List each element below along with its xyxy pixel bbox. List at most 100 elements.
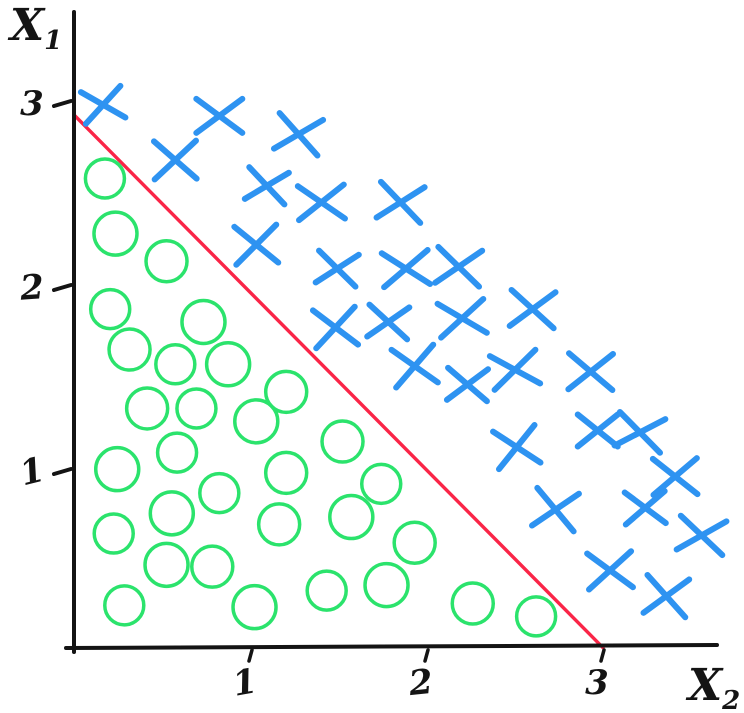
circle-marker [175,387,218,430]
cross-stroke [574,411,621,450]
circle-marker [263,369,309,415]
cross-marker [490,422,544,473]
cross-marker [77,82,129,127]
circle-marker [320,419,365,464]
y-tick-label: 3 [20,84,44,124]
cross-stroke [565,351,616,393]
x-axis-title: X2 [685,660,740,713]
cross-stroke [233,221,280,268]
cross-marker [486,346,544,393]
circle-marker [124,386,170,431]
cross-stroke [673,518,730,553]
cross-stroke [650,455,700,498]
circle-marker [103,584,146,627]
x-tick-label: 1 [230,661,260,705]
circle-marker [83,157,127,200]
circle-marker [256,502,302,547]
x-axis-title-sub: 2 [721,686,740,713]
cross-marker [388,341,441,391]
circle-marker [107,327,152,372]
circle-marker [233,398,280,445]
x-tick-mark [247,648,254,663]
circle-marker [144,238,189,284]
cross-stroke [438,295,487,341]
cross-stroke [193,95,246,136]
decision-boundary-line [73,114,605,650]
circle-marker [88,287,132,331]
circle-marker [204,341,252,388]
cross-marker [443,364,492,405]
cross-marker [565,350,616,394]
y-tick-mark [52,99,73,108]
circle-marker [180,298,227,346]
y-axis-title-sub: 1 [44,26,62,56]
cross-marker [364,301,413,343]
x-axis-line [64,643,719,650]
cross-stroke [381,247,431,291]
y-tick-label: 2 [18,267,45,309]
cross-stroke [495,422,538,473]
circle-marker [359,462,403,506]
cross-marker [309,303,362,352]
cross-stroke [82,82,124,127]
circle-marker [363,561,410,609]
cross-stroke [364,304,413,340]
x-tick-label: 2 [406,662,435,704]
circle-marker [514,595,558,638]
cross-stroke [241,169,292,202]
cross-marker [434,295,490,341]
x-axis-title-main: X [685,660,724,711]
cross-stroke [432,247,486,286]
circle-marker [92,210,139,257]
cross-stroke [373,184,428,221]
cross-marker [640,572,693,621]
circle-marker [450,581,496,626]
cross-marker [193,95,246,136]
circle-marker [263,450,309,496]
cross-stroke [611,416,669,449]
cross-marker [574,411,621,450]
cross-marker [529,484,582,535]
circle-marker [93,445,141,493]
y-tick-mark [52,467,73,476]
cross-stroke [270,116,327,152]
circle-marker [143,541,190,589]
cross-marker [231,221,282,268]
cross-marker [621,488,669,528]
cross-marker [584,548,636,593]
circle-marker [154,343,197,386]
cross-marker [312,247,362,290]
circle-marker [190,544,235,589]
cross-stroke [393,341,437,391]
cross-marker [673,512,730,559]
circle-marker [148,490,196,537]
y-tick-label: 1 [16,450,49,495]
circle-marker [231,583,278,631]
circle-marker [155,431,199,474]
circle-marker [305,569,348,612]
circle-marker [92,512,135,555]
cross-marker [506,286,559,332]
cross-marker [150,137,200,183]
x-tick-mark [423,648,430,663]
cross-marker [241,164,292,208]
y-axis-title-main: X [7,0,46,51]
cross-stroke [151,137,199,183]
cross-stroke [640,576,693,616]
cross-stroke [622,488,668,528]
cross-stroke [529,490,582,529]
cross-marker [611,408,669,456]
circle-marker [198,471,241,515]
y-axis-title: X1 [7,0,62,56]
cross-stroke [296,181,347,224]
cross-marker [378,247,434,291]
cross-marker [432,243,486,290]
cross-stroke [313,303,358,352]
cross-stroke [491,346,539,393]
circle-marker [392,520,437,566]
x-tick-mark [599,648,606,663]
cross-stroke [506,289,559,329]
cross-stroke [586,548,635,593]
